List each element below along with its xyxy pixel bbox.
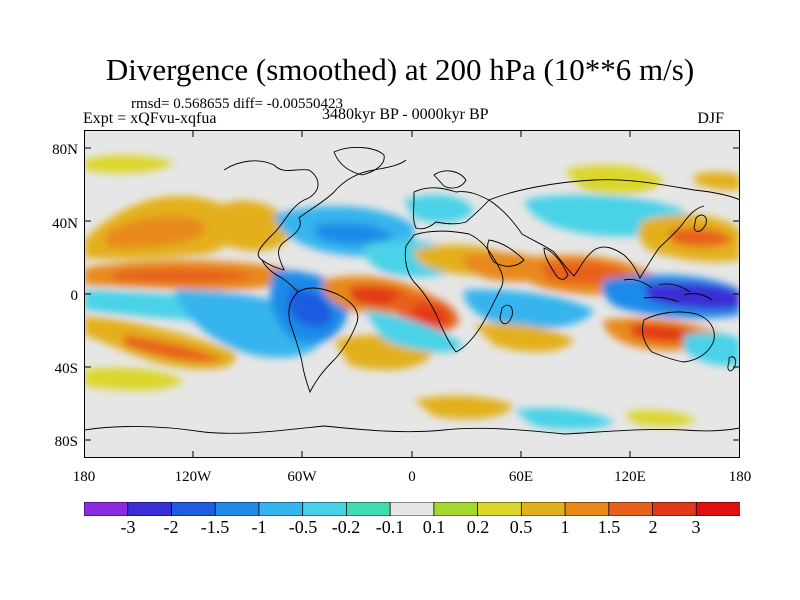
lon-label: 0 [408,469,416,485]
colorbar-label: -1 [251,517,267,537]
colorbar-swatch [652,502,698,516]
field-arctic-pos-2 [694,172,740,191]
coast-south-america [288,287,359,394]
lon-label: 60W [287,469,317,485]
field-southern-ocean-pos-2 [414,395,514,420]
lon-label: 120W [174,469,212,485]
plot-title: Divergence (smoothed) at 200 hPa (10**6 … [105,52,695,87]
colorbar-swatch [564,502,610,516]
colorbar-label: -0.5 [288,517,318,537]
coast-scandinavia [433,170,467,189]
coast-australia [641,311,715,363]
coast-madagascar [499,304,513,325]
field-southern-ocean-pos [84,368,184,391]
lon-label: 180 [728,469,752,485]
colorbar-label: 1.5 [597,517,621,537]
coast-europe [413,187,490,230]
field-south-atlantic-neg [364,310,464,353]
colorbar-swatch [345,502,392,516]
coast-greenland [333,147,385,176]
coast-japan [693,214,707,232]
colorbar-label: -3 [120,517,136,537]
coast-indonesia [623,279,713,303]
coast-india [543,247,569,280]
colorbar-swatch [608,502,654,516]
colorbar-label: 2 [648,517,658,537]
contour-fields [84,155,740,430]
colorbar-swatch [433,502,479,516]
coast-arabia [487,239,525,267]
colorbar-swatch [127,502,173,516]
lat-label: 0 [70,288,79,304]
experiment-label: Expt = xQFvu-xqfua [83,110,217,127]
lat-label: 40S [54,361,78,377]
period-label: 3480kyr BP - 0000kyr BP [322,106,489,123]
coastlines [84,147,740,435]
lon-label: 120E [614,469,646,485]
field-arctic-pos [84,155,174,174]
season-label: DJF [697,110,724,127]
coast-central-america [261,259,299,293]
colorbar-swatch [258,502,304,516]
colorbar-swatch [171,502,217,516]
colorbar-label: -1.5 [200,517,230,537]
lon-label: 180 [72,469,96,485]
field-amazon-core [289,289,333,327]
colorbar-label: 0.2 [466,517,490,537]
field-south-indian-neg [463,289,594,328]
field-north-atlantic-core [314,223,394,245]
field-southern-ocean-pos-3 [624,410,696,427]
colorbar-label: 1 [560,517,570,537]
colorbar-label: -0.2 [331,517,361,537]
field-north-america-pos [203,200,294,251]
colorbar-swatch [389,502,435,516]
colorbar [84,502,740,516]
lat-label: 40N [52,216,78,232]
field-south-indian-pos [474,323,574,352]
colorbar-label: 3 [691,517,701,537]
field-south-pacific-core [124,335,224,362]
coast-new-zealand [727,356,737,372]
field-southern-ocean-neg [514,408,614,430]
coast-asia [488,179,740,279]
lon-label: 60E [508,469,534,485]
colorbar-swatch [520,502,566,516]
field-tropical-pacific-core [114,268,254,283]
field-europe-neg [404,194,474,223]
colorbar-swatch [214,502,260,516]
coast-antarctica [84,425,740,435]
field-north-pacific-west-core [669,228,734,247]
field-africa-core [412,304,449,325]
field-north-pacific-core [104,216,209,248]
colorbar-swatch [302,502,348,516]
divergence-map [84,130,740,458]
field-indian-ocean-core [539,261,632,285]
colorbar-swatch [477,502,523,516]
colorbar-label: 0.5 [509,517,533,537]
lat-label: 80N [52,142,78,158]
field-maritime-core [644,282,740,310]
colorbar-swatch [84,502,129,516]
colorbar-label: -0.1 [375,517,405,537]
colorbar-swatch [695,502,740,516]
stats-label: rmsd= 0.568655 diff= -0.00550423 [131,96,344,112]
lat-label: 80S [54,434,78,450]
axis-ticks [84,130,740,458]
colorbar-label: -2 [163,517,179,537]
coast-africa [404,230,504,353]
coast-north-america [223,159,407,271]
colorbar-label: 0.1 [422,517,446,537]
